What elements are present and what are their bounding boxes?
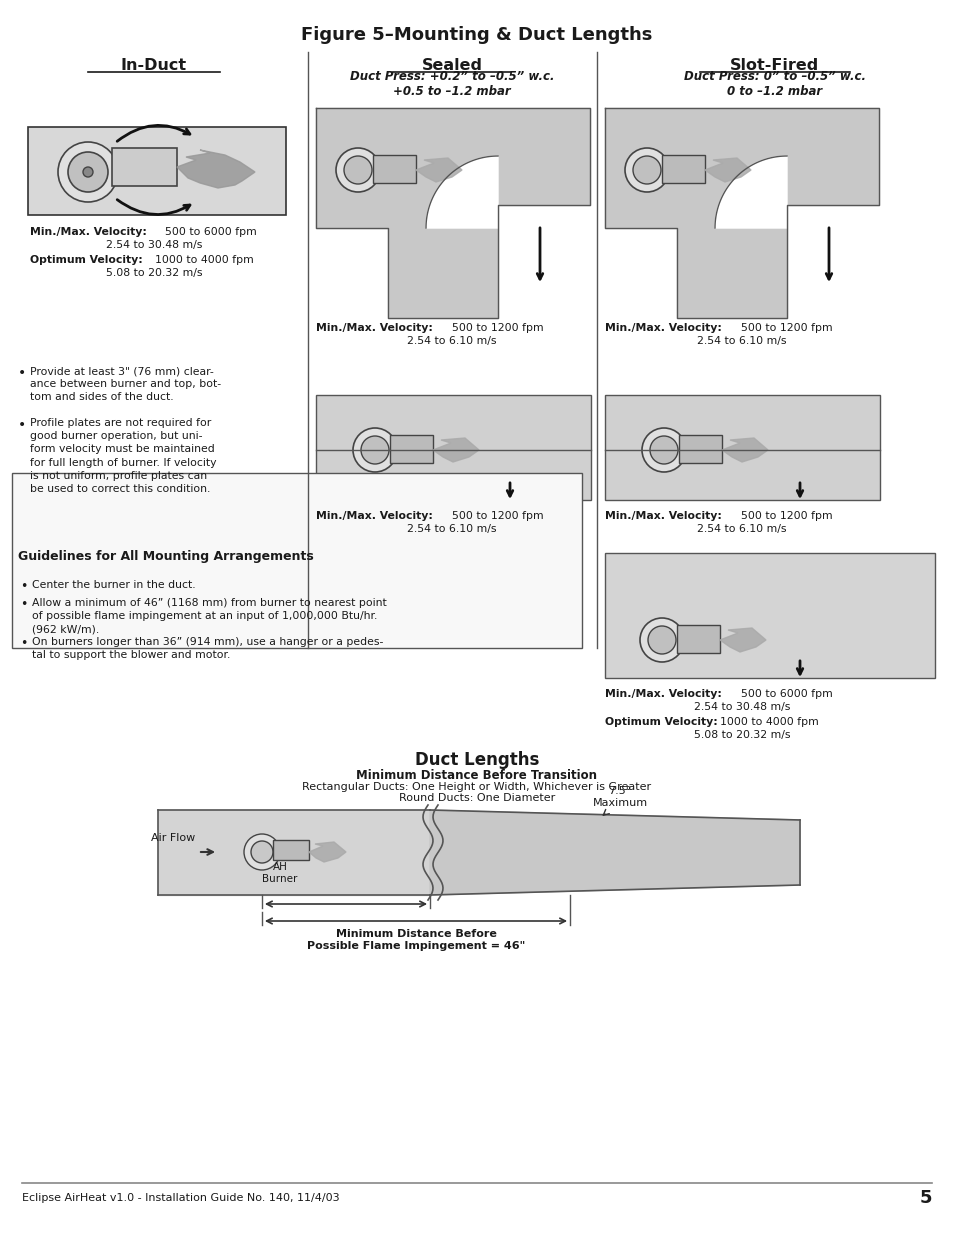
Bar — [315, 395, 590, 500]
Bar — [661, 156, 704, 183]
Text: 2.54 to 6.10 m/s: 2.54 to 6.10 m/s — [407, 524, 497, 534]
Text: 500 to 6000 fpm: 500 to 6000 fpm — [165, 227, 256, 237]
Text: 1000 to 4000 fpm: 1000 to 4000 fpm — [154, 254, 253, 266]
Text: Center the burner in the duct.: Center the burner in the duct. — [32, 580, 195, 590]
Circle shape — [641, 429, 685, 472]
Bar — [604, 395, 879, 500]
Text: Duct Press: +0.2” to –0.5” w.c.
+0.5 to –1.2 mbar: Duct Press: +0.2” to –0.5” w.c. +0.5 to … — [350, 70, 554, 98]
Text: Minimum Distance Before: Minimum Distance Before — [335, 929, 496, 939]
Text: 500 to 1200 fpm: 500 to 1200 fpm — [740, 511, 832, 521]
Text: 2.54 to 30.48 m/s: 2.54 to 30.48 m/s — [693, 701, 789, 713]
Text: •: • — [18, 366, 27, 380]
Polygon shape — [604, 107, 878, 317]
Text: Optimum Velocity:: Optimum Velocity: — [604, 718, 717, 727]
Circle shape — [639, 618, 683, 662]
Bar — [28, 127, 286, 215]
Circle shape — [244, 834, 280, 869]
Circle shape — [58, 142, 118, 203]
Text: Rectangular Ducts: One Height or Width, Whichever is Greater: Rectangular Ducts: One Height or Width, … — [302, 782, 651, 792]
Bar — [677, 625, 720, 653]
Polygon shape — [721, 438, 767, 462]
Text: 500 to 1200 fpm: 500 to 1200 fpm — [740, 324, 832, 333]
Text: Duct Lengths: Duct Lengths — [415, 751, 538, 769]
Text: 5.08 to 20.32 m/s: 5.08 to 20.32 m/s — [693, 730, 789, 740]
Text: Duct Press: 0” to –0.5” w.c.
0 to –1.2 mbar: Duct Press: 0” to –0.5” w.c. 0 to –1.2 m… — [683, 70, 865, 98]
Text: Min./Max. Velocity:: Min./Max. Velocity: — [604, 511, 721, 521]
Circle shape — [360, 436, 389, 464]
Circle shape — [344, 156, 372, 184]
Circle shape — [353, 429, 396, 472]
Text: Figure 5–Mounting & Duct Lengths: Figure 5–Mounting & Duct Lengths — [301, 26, 652, 44]
Bar — [679, 435, 721, 463]
Text: In-Duct: In-Duct — [121, 58, 187, 73]
Circle shape — [649, 436, 678, 464]
Text: Guidelines for All Mounting Arrangements: Guidelines for All Mounting Arrangements — [18, 550, 314, 562]
Text: 500 to 1200 fpm: 500 to 1200 fpm — [452, 324, 543, 333]
Circle shape — [83, 167, 92, 177]
Circle shape — [335, 148, 379, 191]
Text: 1000 to 4000 fpm: 1000 to 4000 fpm — [720, 718, 818, 727]
Polygon shape — [720, 629, 765, 652]
Bar — [390, 435, 433, 463]
Polygon shape — [315, 107, 589, 317]
Text: Min./Max. Velocity:: Min./Max. Velocity: — [315, 324, 433, 333]
Text: Min./Max. Velocity:: Min./Max. Velocity: — [315, 511, 433, 521]
Text: 2.54 to 30.48 m/s: 2.54 to 30.48 m/s — [106, 240, 202, 249]
Text: 7.5°
Maximum: 7.5° Maximum — [592, 787, 647, 808]
Circle shape — [624, 148, 668, 191]
Text: 5.08 to 20.32 m/s: 5.08 to 20.32 m/s — [106, 268, 202, 278]
Circle shape — [68, 152, 108, 191]
Polygon shape — [177, 149, 254, 188]
Polygon shape — [309, 842, 346, 862]
Text: Minimum Distance Before Transition: Minimum Distance Before Transition — [356, 768, 597, 782]
Text: Sealed: Sealed — [421, 58, 482, 73]
Text: 2.54 to 6.10 m/s: 2.54 to 6.10 m/s — [697, 524, 786, 534]
Text: Provide at least 3" (76 mm) clear-
ance between burner and top, bot-
tom and sid: Provide at least 3" (76 mm) clear- ance … — [30, 366, 221, 403]
Bar — [373, 156, 416, 183]
Text: •: • — [20, 580, 28, 593]
Text: Min./Max. Velocity:: Min./Max. Velocity: — [604, 324, 721, 333]
Text: Min./Max. Velocity:: Min./Max. Velocity: — [30, 227, 147, 237]
Polygon shape — [416, 158, 461, 182]
Bar — [112, 148, 177, 186]
Text: Eclipse AirHeat v1.0 - Installation Guide No. 140, 11/4/03: Eclipse AirHeat v1.0 - Installation Guid… — [22, 1193, 339, 1203]
Text: Round Ducts: One Diameter: Round Ducts: One Diameter — [398, 793, 555, 803]
Text: •: • — [20, 637, 28, 650]
Polygon shape — [714, 156, 786, 228]
Polygon shape — [426, 156, 497, 228]
Text: Slot-Fired: Slot-Fired — [730, 58, 819, 73]
Text: Optimum Velocity:: Optimum Velocity: — [30, 254, 143, 266]
Polygon shape — [158, 810, 430, 895]
Text: On burners longer than 36” (914 mm), use a hanger or a pedes-
tal to support the: On burners longer than 36” (914 mm), use… — [32, 637, 383, 661]
Polygon shape — [430, 810, 800, 895]
Text: •: • — [18, 417, 27, 432]
Text: Allow a minimum of 46” (1168 mm) from burner to nearest point
of possible flame : Allow a minimum of 46” (1168 mm) from bu… — [32, 598, 386, 635]
Bar — [604, 553, 934, 678]
Polygon shape — [704, 158, 750, 182]
Text: 2.54 to 6.10 m/s: 2.54 to 6.10 m/s — [697, 336, 786, 346]
Text: •: • — [20, 598, 28, 611]
Text: Min./Max. Velocity:: Min./Max. Velocity: — [604, 689, 721, 699]
Text: 5: 5 — [919, 1189, 931, 1207]
Text: 500 to 6000 fpm: 500 to 6000 fpm — [740, 689, 832, 699]
Circle shape — [633, 156, 660, 184]
Text: Possible Flame Impingement = 46": Possible Flame Impingement = 46" — [307, 941, 524, 951]
Text: AH
Burner: AH Burner — [262, 862, 297, 884]
Text: 500 to 1200 fpm: 500 to 1200 fpm — [452, 511, 543, 521]
Circle shape — [647, 626, 676, 655]
Text: Air Flow: Air Flow — [151, 832, 195, 844]
Text: 2.54 to 6.10 m/s: 2.54 to 6.10 m/s — [407, 336, 497, 346]
Polygon shape — [433, 438, 478, 462]
Bar — [273, 840, 309, 860]
Bar — [12, 473, 581, 648]
Circle shape — [251, 841, 273, 863]
Text: Profile plates are not required for
good burner operation, but uni-
form velocit: Profile plates are not required for good… — [30, 417, 216, 494]
